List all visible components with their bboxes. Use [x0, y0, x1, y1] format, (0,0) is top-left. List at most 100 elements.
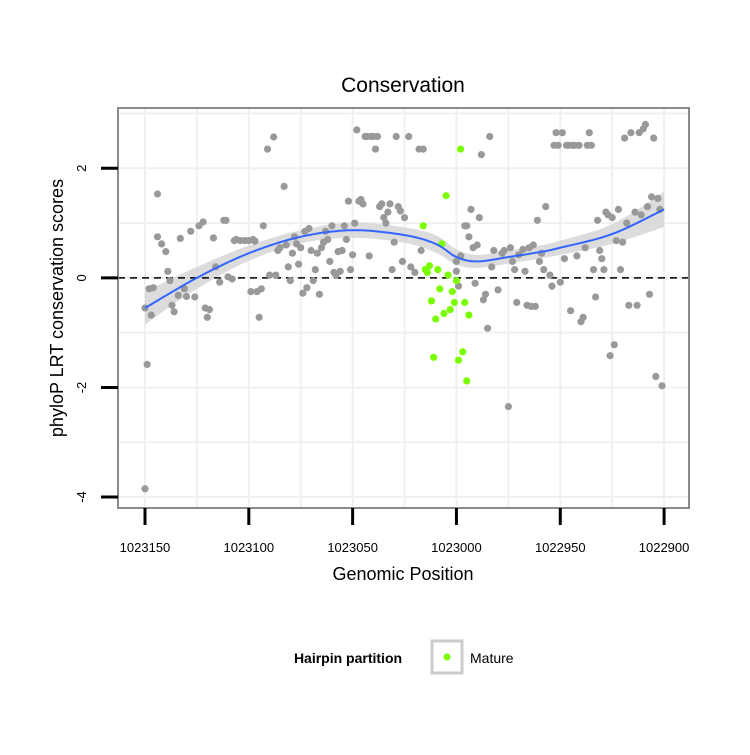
- data-point: [606, 352, 614, 360]
- data-point: [513, 298, 521, 307]
- data-point: [288, 249, 296, 257]
- data-point: [510, 266, 519, 274]
- data-point-mature: [442, 192, 450, 200]
- data-point: [650, 134, 658, 142]
- data-point: [484, 324, 492, 332]
- data-point: [407, 263, 415, 271]
- data-point: [533, 216, 542, 224]
- data-point: [452, 267, 460, 275]
- data-point: [353, 126, 361, 134]
- data-point-mature: [423, 268, 431, 276]
- data-point: [390, 238, 398, 246]
- data-point: [658, 382, 666, 390]
- data-point: [280, 182, 288, 190]
- data-point: [305, 224, 313, 233]
- data-point: [266, 271, 274, 279]
- data-point: [637, 211, 645, 219]
- data-point: [303, 284, 311, 292]
- data-point: [222, 216, 230, 224]
- data-point: [567, 307, 575, 315]
- data-point: [548, 282, 556, 290]
- data-point: [276, 244, 284, 252]
- data-point: [317, 244, 326, 252]
- data-point: [467, 205, 475, 213]
- data-point: [149, 284, 157, 292]
- data-point: [587, 141, 596, 149]
- data-point: [386, 200, 394, 208]
- y-axis: -4 -2 0 2: [74, 165, 118, 503]
- data-point: [338, 246, 346, 255]
- data-point: [309, 277, 317, 285]
- data-point: [463, 222, 471, 230]
- data-point: [216, 278, 224, 286]
- data-point: [400, 214, 409, 222]
- data-point-mature: [461, 298, 469, 307]
- data-point: [365, 252, 373, 260]
- data-point: [417, 246, 425, 255]
- legend: Hairpin partition Mature: [294, 639, 514, 675]
- data-point: [625, 301, 633, 309]
- data-point: [351, 219, 359, 227]
- data-point: [535, 257, 544, 265]
- data-point: [164, 267, 172, 275]
- data-point: [182, 292, 191, 301]
- x-tick-label: 1022950: [535, 540, 586, 555]
- data-point: [344, 197, 353, 205]
- data-point: [612, 237, 620, 245]
- data-point: [307, 246, 315, 255]
- chart-title: Conservation: [341, 74, 465, 97]
- x-tick-label: 1023000: [431, 540, 482, 555]
- panel-frame: [117, 107, 690, 509]
- data-point: [575, 141, 583, 149]
- data-point: [380, 214, 388, 222]
- data-point: [542, 203, 550, 211]
- data-point: [349, 251, 357, 259]
- data-point: [340, 222, 348, 230]
- data-point: [643, 203, 652, 211]
- data-point: [284, 263, 292, 271]
- data-point: [558, 129, 566, 137]
- data-point: [228, 275, 236, 283]
- data-point-mature: [463, 377, 471, 385]
- data-point: [174, 291, 182, 299]
- data-point: [419, 145, 427, 153]
- data-point: [529, 241, 537, 249]
- data-point: [614, 205, 623, 213]
- data-point: [311, 266, 319, 274]
- x-tick-label: 1022900: [639, 540, 690, 555]
- data-point: [297, 244, 305, 252]
- data-point: [263, 145, 272, 153]
- data-point: [581, 244, 589, 252]
- data-point: [621, 134, 629, 142]
- data-point: [326, 257, 334, 265]
- data-point-mature: [419, 222, 427, 230]
- data-point: [396, 207, 404, 215]
- data-point: [619, 238, 627, 246]
- data-point-mature: [436, 285, 444, 293]
- data-point: [255, 313, 263, 321]
- data-point: [531, 302, 539, 310]
- data-point: [286, 277, 294, 285]
- data-point: [490, 246, 498, 255]
- data-point: [272, 271, 280, 279]
- data-point-mature: [454, 356, 463, 364]
- data-point: [166, 277, 174, 285]
- data-point: [592, 293, 600, 301]
- data-point: [500, 246, 508, 255]
- data-point: [378, 200, 386, 208]
- data-point: [554, 141, 562, 149]
- data-point: [454, 282, 463, 290]
- data-point: [180, 285, 188, 293]
- data-point: [508, 257, 517, 265]
- data-point-mature: [444, 271, 452, 279]
- data-point: [473, 241, 481, 249]
- data-point: [141, 485, 149, 493]
- data-point: [585, 129, 593, 137]
- data-point-mature: [425, 262, 434, 270]
- data-point: [153, 233, 162, 241]
- data-point: [616, 266, 625, 274]
- x-tick-label: 1023050: [327, 540, 378, 555]
- data-point: [608, 214, 616, 222]
- x-tick-label: 1023150: [120, 540, 171, 555]
- data-point: [282, 241, 290, 249]
